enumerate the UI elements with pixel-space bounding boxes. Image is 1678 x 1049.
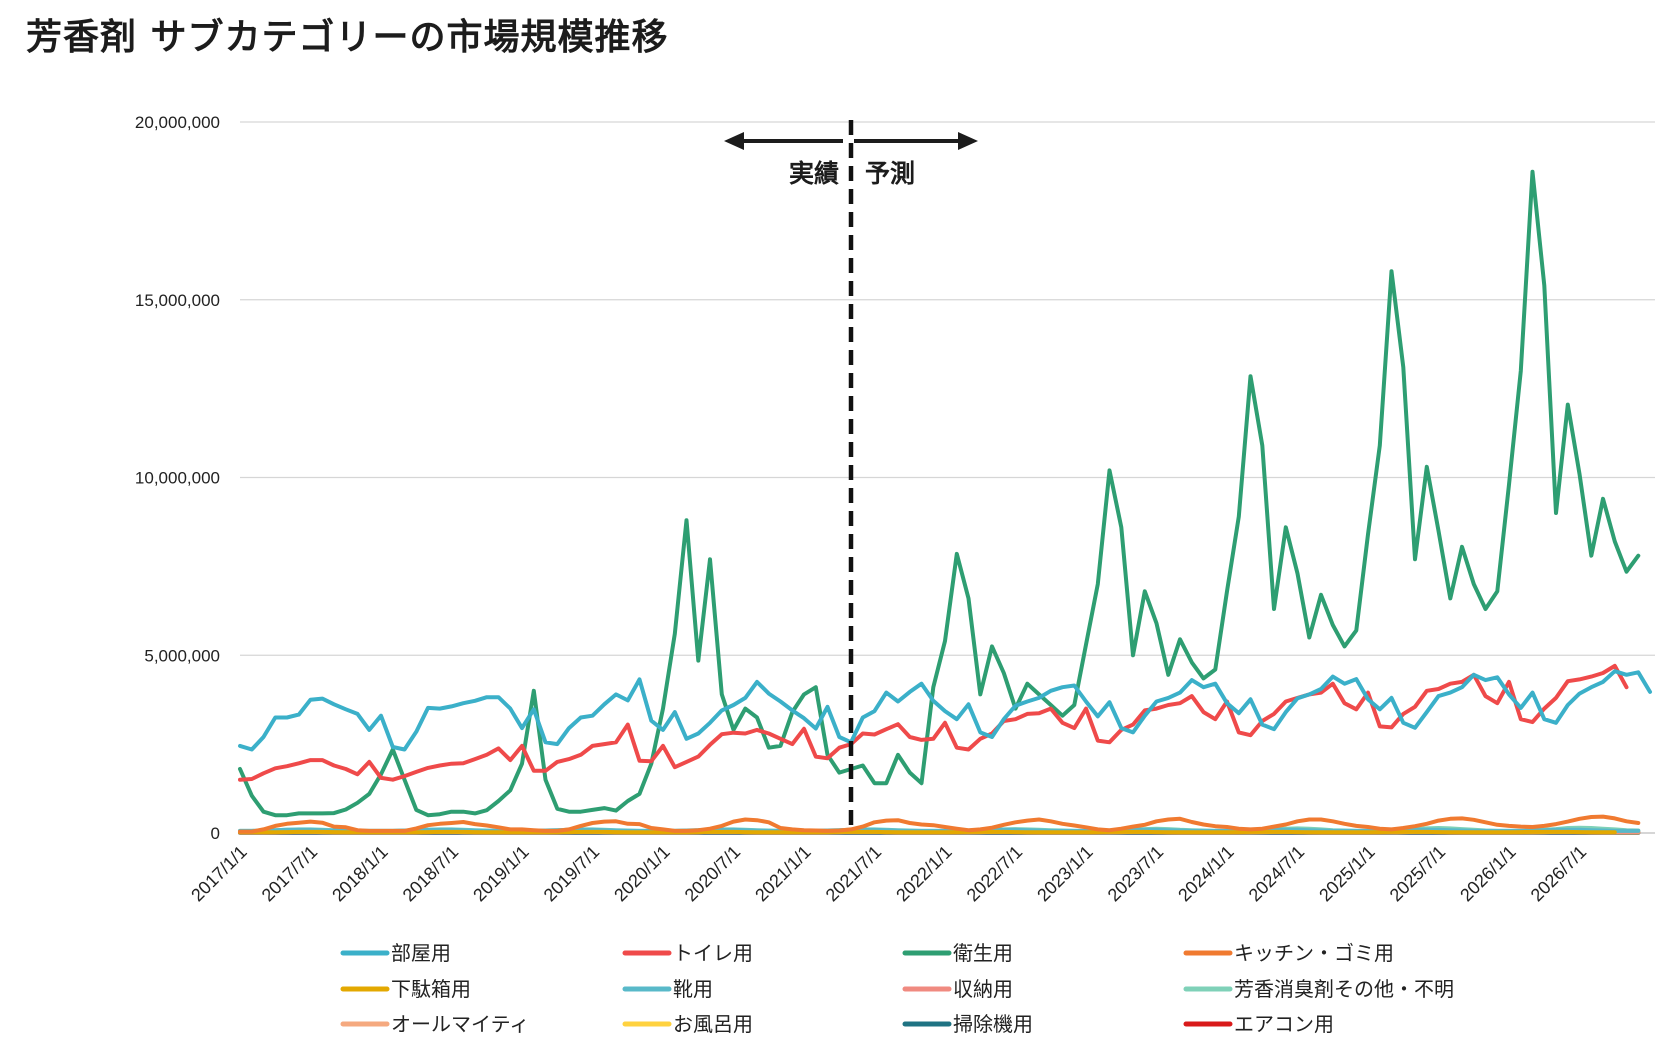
x-tick-label: 2026/7/1 [1527,842,1591,906]
legend-item: 芳香消臭剤その他・不明 [1183,977,1454,1001]
x-tick-label: 2021/7/1 [822,842,886,906]
x-tick-label: 2025/7/1 [1386,842,1450,906]
legend-label: 部屋用 [391,941,451,965]
y-tick-label: 10,000,000 [135,469,220,488]
x-tick-label: 2022/1/1 [892,842,956,906]
series-line [238,663,1629,782]
x-tick-label: 2019/7/1 [540,842,604,906]
legend-item: 収納用 [902,977,1013,1001]
series-line [238,814,1641,834]
x-tick-label: 2017/7/1 [258,842,322,906]
legend-label: 収納用 [953,977,1013,1001]
right-arrow [854,132,978,150]
x-tick-label: 2025/1/1 [1315,842,1379,906]
left-arrow [724,132,843,150]
y-tick-label: 20,000,000 [135,113,220,132]
x-tick-label: 2020/1/1 [610,842,674,906]
x-tick-label: 2023/7/1 [1104,842,1168,906]
legend-item: 掃除機用 [902,1012,1033,1036]
x-tick-label: 2017/1/1 [187,842,251,906]
legend-label: 靴用 [673,977,713,1001]
legend-label: エアコン用 [1234,1012,1334,1036]
x-tick-label: 2024/1/1 [1174,842,1238,906]
x-tick-label: 2019/1/1 [469,842,533,906]
y-tick-label: 15,000,000 [135,291,220,310]
legend-label: オールマイティ [391,1012,529,1036]
legend-item: オールマイティ [340,1012,529,1036]
x-tick-label: 2021/1/1 [751,842,815,906]
forecast-label: 予測 [865,159,915,188]
x-tick-label: 2024/7/1 [1245,842,1309,906]
legend-label: トイレ用 [673,941,753,965]
actual-forecast-divider: 実績 予測 [724,120,978,833]
legend-item: 下駄箱用 [340,977,471,1001]
legend-label: 衛生用 [953,941,1013,965]
x-tick-label: 2023/1/1 [1033,842,1097,906]
legend-item: 靴用 [622,977,713,1001]
x-tick-label: 2018/1/1 [328,842,392,906]
series-line [238,669,1652,752]
legend-label: キッチン・ゴミ用 [1234,941,1394,965]
chart-title: 芳香剤 サブカテゴリーの市場規模推移 [26,17,669,58]
x-tick-label: 2022/7/1 [963,842,1027,906]
legend-item: キッチン・ゴミ用 [1183,941,1394,965]
x-tick-label: 2018/7/1 [399,842,463,906]
legend-label: お風呂用 [673,1012,753,1036]
actual-label: 実績 [789,159,839,188]
legend-label: 芳香消臭剤その他・不明 [1234,977,1454,1001]
legend-item: トイレ用 [622,941,753,965]
y-tick-label: 0 [211,824,220,843]
y-axis-ticks: 0 5,000,000 10,000,000 15,000,000 20,000,000 [135,113,220,843]
x-tick-label: 2020/7/1 [681,842,745,906]
legend-label: 下駄箱用 [391,977,471,1001]
legend-item: エアコン用 [1183,1012,1334,1036]
x-axis-ticks: 2017/1/1 2017/7/1 2018/1/1 2018/7/1 2019/1/1… [187,842,1590,906]
legend-item: 衛生用 [902,941,1013,965]
y-tick-label: 5,000,000 [144,646,220,665]
series-lines [238,169,1652,835]
legend-label: 掃除機用 [953,1012,1033,1036]
legend-item: お風呂用 [622,1012,753,1036]
legend-item: 部屋用 [340,941,451,965]
series-line [238,169,1641,818]
x-tick-label: 2026/1/1 [1456,842,1520,906]
